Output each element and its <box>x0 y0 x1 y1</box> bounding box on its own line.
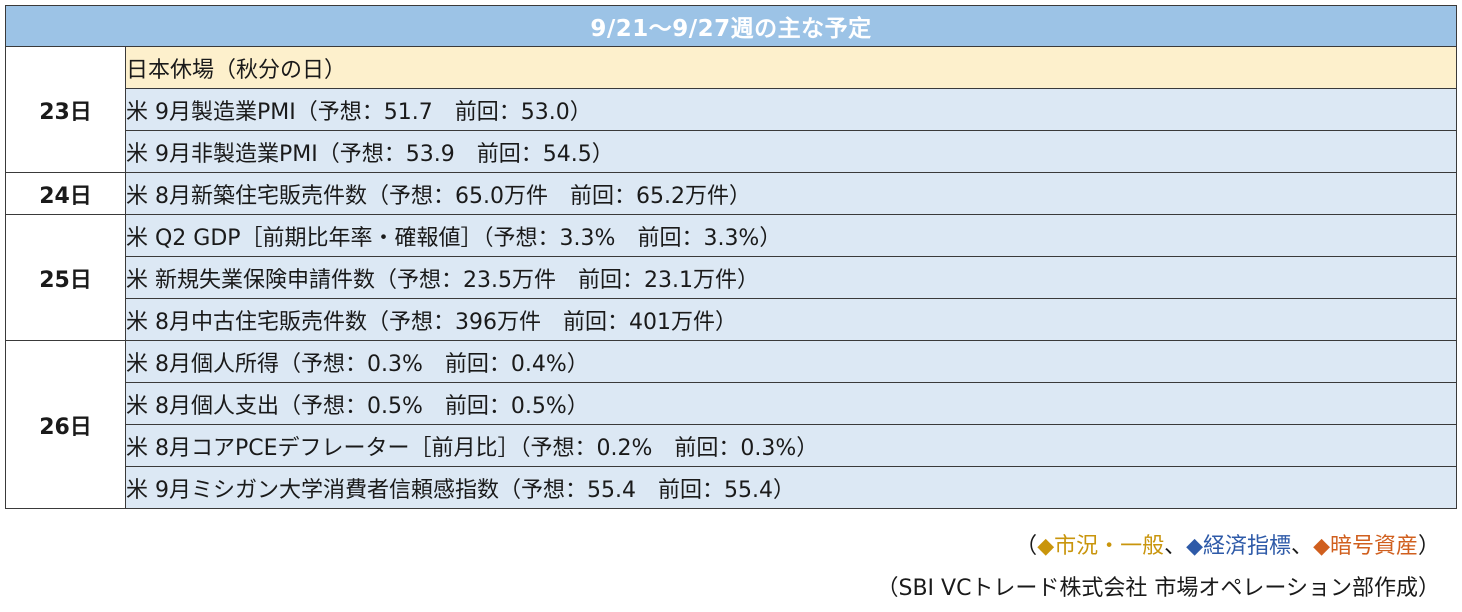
table-row: 米 8月個人支出（予想：0.5% 前回：0.5%） <box>6 382 1457 425</box>
source-credit: （SBI VCトレード株式会社 市場オペレーション部作成） <box>876 576 1440 601</box>
event-us-new-home-sales: 米 8月新築住宅販売件数（予想：65.0万件 前回：65.2万件） <box>125 172 1457 215</box>
event-us-personal-spending: 米 8月個人支出（予想：0.5% 前回：0.5%） <box>125 382 1457 425</box>
day-label-24: 24日 <box>5 172 126 215</box>
day-label-25: 25日 <box>5 214 126 341</box>
legend-economic: ◆経済指標 <box>1186 534 1292 559</box>
legend-open-paren: （ <box>1015 534 1038 559</box>
legend-general: ◆市況・一般 <box>1037 534 1165 559</box>
event-us-services-pmi: 米 9月非製造業PMI（予想：53.9 前回：54.5） <box>125 130 1457 173</box>
event-us-manufacturing-pmi: 米 9月製造業PMI（予想：51.7 前回：53.0） <box>125 88 1457 131</box>
event-us-michigan-sentiment: 米 9月ミシガン大学消費者信頼感指数（予想：55.4 前回：55.4） <box>125 466 1457 509</box>
table-row: 23日 日本休場（秋分の日） <box>5 46 1457 173</box>
legend-separator: 、 <box>1164 534 1187 559</box>
event-us-existing-home-sales: 米 8月中古住宅販売件数（予想：396万件 前回：401万件） <box>125 298 1457 341</box>
table-row: 26日 米 8月個人所得（予想：0.3% 前回：0.4%） <box>5 340 1457 509</box>
day-label-23: 23日 <box>5 46 126 173</box>
event-japan-holiday: 日本休場（秋分の日） <box>125 46 1457 89</box>
schedule-title: 9/21～9/27週の主な予定 <box>5 5 1457 47</box>
table-row: 米 9月製造業PMI（予想：51.7 前回：53.0） <box>6 88 1457 131</box>
event-us-personal-income: 米 8月個人所得（予想：0.3% 前回：0.4%） <box>125 340 1457 383</box>
table-row: 米 新規失業保険申請件数（予想：23.5万件 前回：23.1万件） <box>6 256 1457 299</box>
legend-crypto: ◆暗号資産 <box>1313 534 1418 559</box>
legend-close-paren: ） <box>1417 534 1440 559</box>
event-us-q2-gdp: 米 Q2 GDP［前期比年率・確報値］（予想：3.3% 前回：3.3%） <box>125 214 1457 257</box>
legend-separator: 、 <box>1291 534 1314 559</box>
category-legend: （◆市況・一般、◆経済指標、◆暗号資産） <box>1015 528 1440 560</box>
event-us-core-pce: 米 8月コアPCEデフレーター［前月比］（予想：0.2% 前回：0.3%） <box>125 424 1457 467</box>
schedule-table: 9/21～9/27週の主な予定 23日 日本休場（秋分の日） 米 9月製造業PM… <box>5 5 1457 509</box>
table-row: 25日 米 Q2 GDP［前期比年率・確報値］（予想：3.3% 前回：3.3%） <box>5 214 1457 341</box>
table-row: 米 9月ミシガン大学消費者信頼感指数（予想：55.4 前回：55.4） <box>6 466 1457 509</box>
table-row: 米 8月中古住宅販売件数（予想：396万件 前回：401万件） <box>6 298 1457 341</box>
table-row: 米 9月非製造業PMI（予想：53.9 前回：54.5） <box>6 130 1457 173</box>
event-us-jobless-claims: 米 新規失業保険申請件数（予想：23.5万件 前回：23.1万件） <box>125 256 1457 299</box>
day-label-26: 26日 <box>5 340 126 509</box>
table-row: 米 8月コアPCEデフレーター［前月比］（予想：0.2% 前回：0.3%） <box>6 424 1457 467</box>
table-row: 24日 米 8月新築住宅販売件数（予想：65.0万件 前回：65.2万件） <box>5 172 1457 215</box>
